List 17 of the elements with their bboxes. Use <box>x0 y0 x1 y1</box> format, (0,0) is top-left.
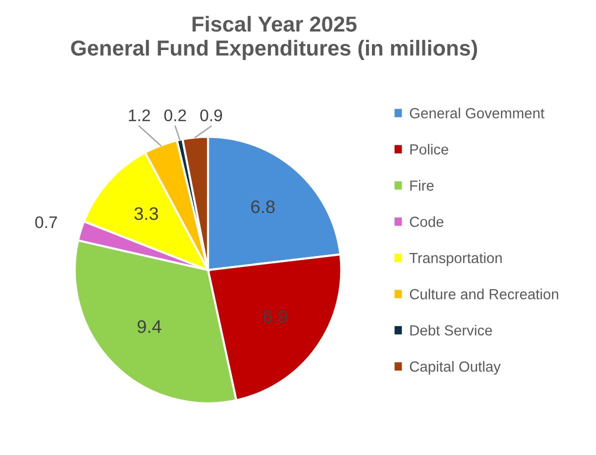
legend-label: Culture and Recreation <box>410 288 558 300</box>
legend-label: General Govemment <box>410 108 544 118</box>
data-label: 1.2 <box>128 109 150 122</box>
data-label: 0.2 <box>164 109 186 122</box>
data-label: 6.8 <box>251 200 275 214</box>
chart-title: Fiscal Year 2025 General Fund Expenditures (in millions) <box>71 16 478 60</box>
legend-label: Transportation <box>409 252 502 266</box>
legend-label: Police <box>410 144 448 155</box>
legend-label: Capital Outlay <box>410 361 501 375</box>
data-label: 3.3 <box>134 207 158 220</box>
legend-label: Code <box>410 216 444 227</box>
data-label: 9.4 <box>138 320 162 333</box>
data-label: 6.9 <box>264 310 287 323</box>
legend-label: Debt Service <box>410 324 492 336</box>
legend-label: Fire <box>410 180 434 191</box>
data-label: 0.9 <box>200 109 222 122</box>
data-label: 0.7 <box>35 216 57 228</box>
